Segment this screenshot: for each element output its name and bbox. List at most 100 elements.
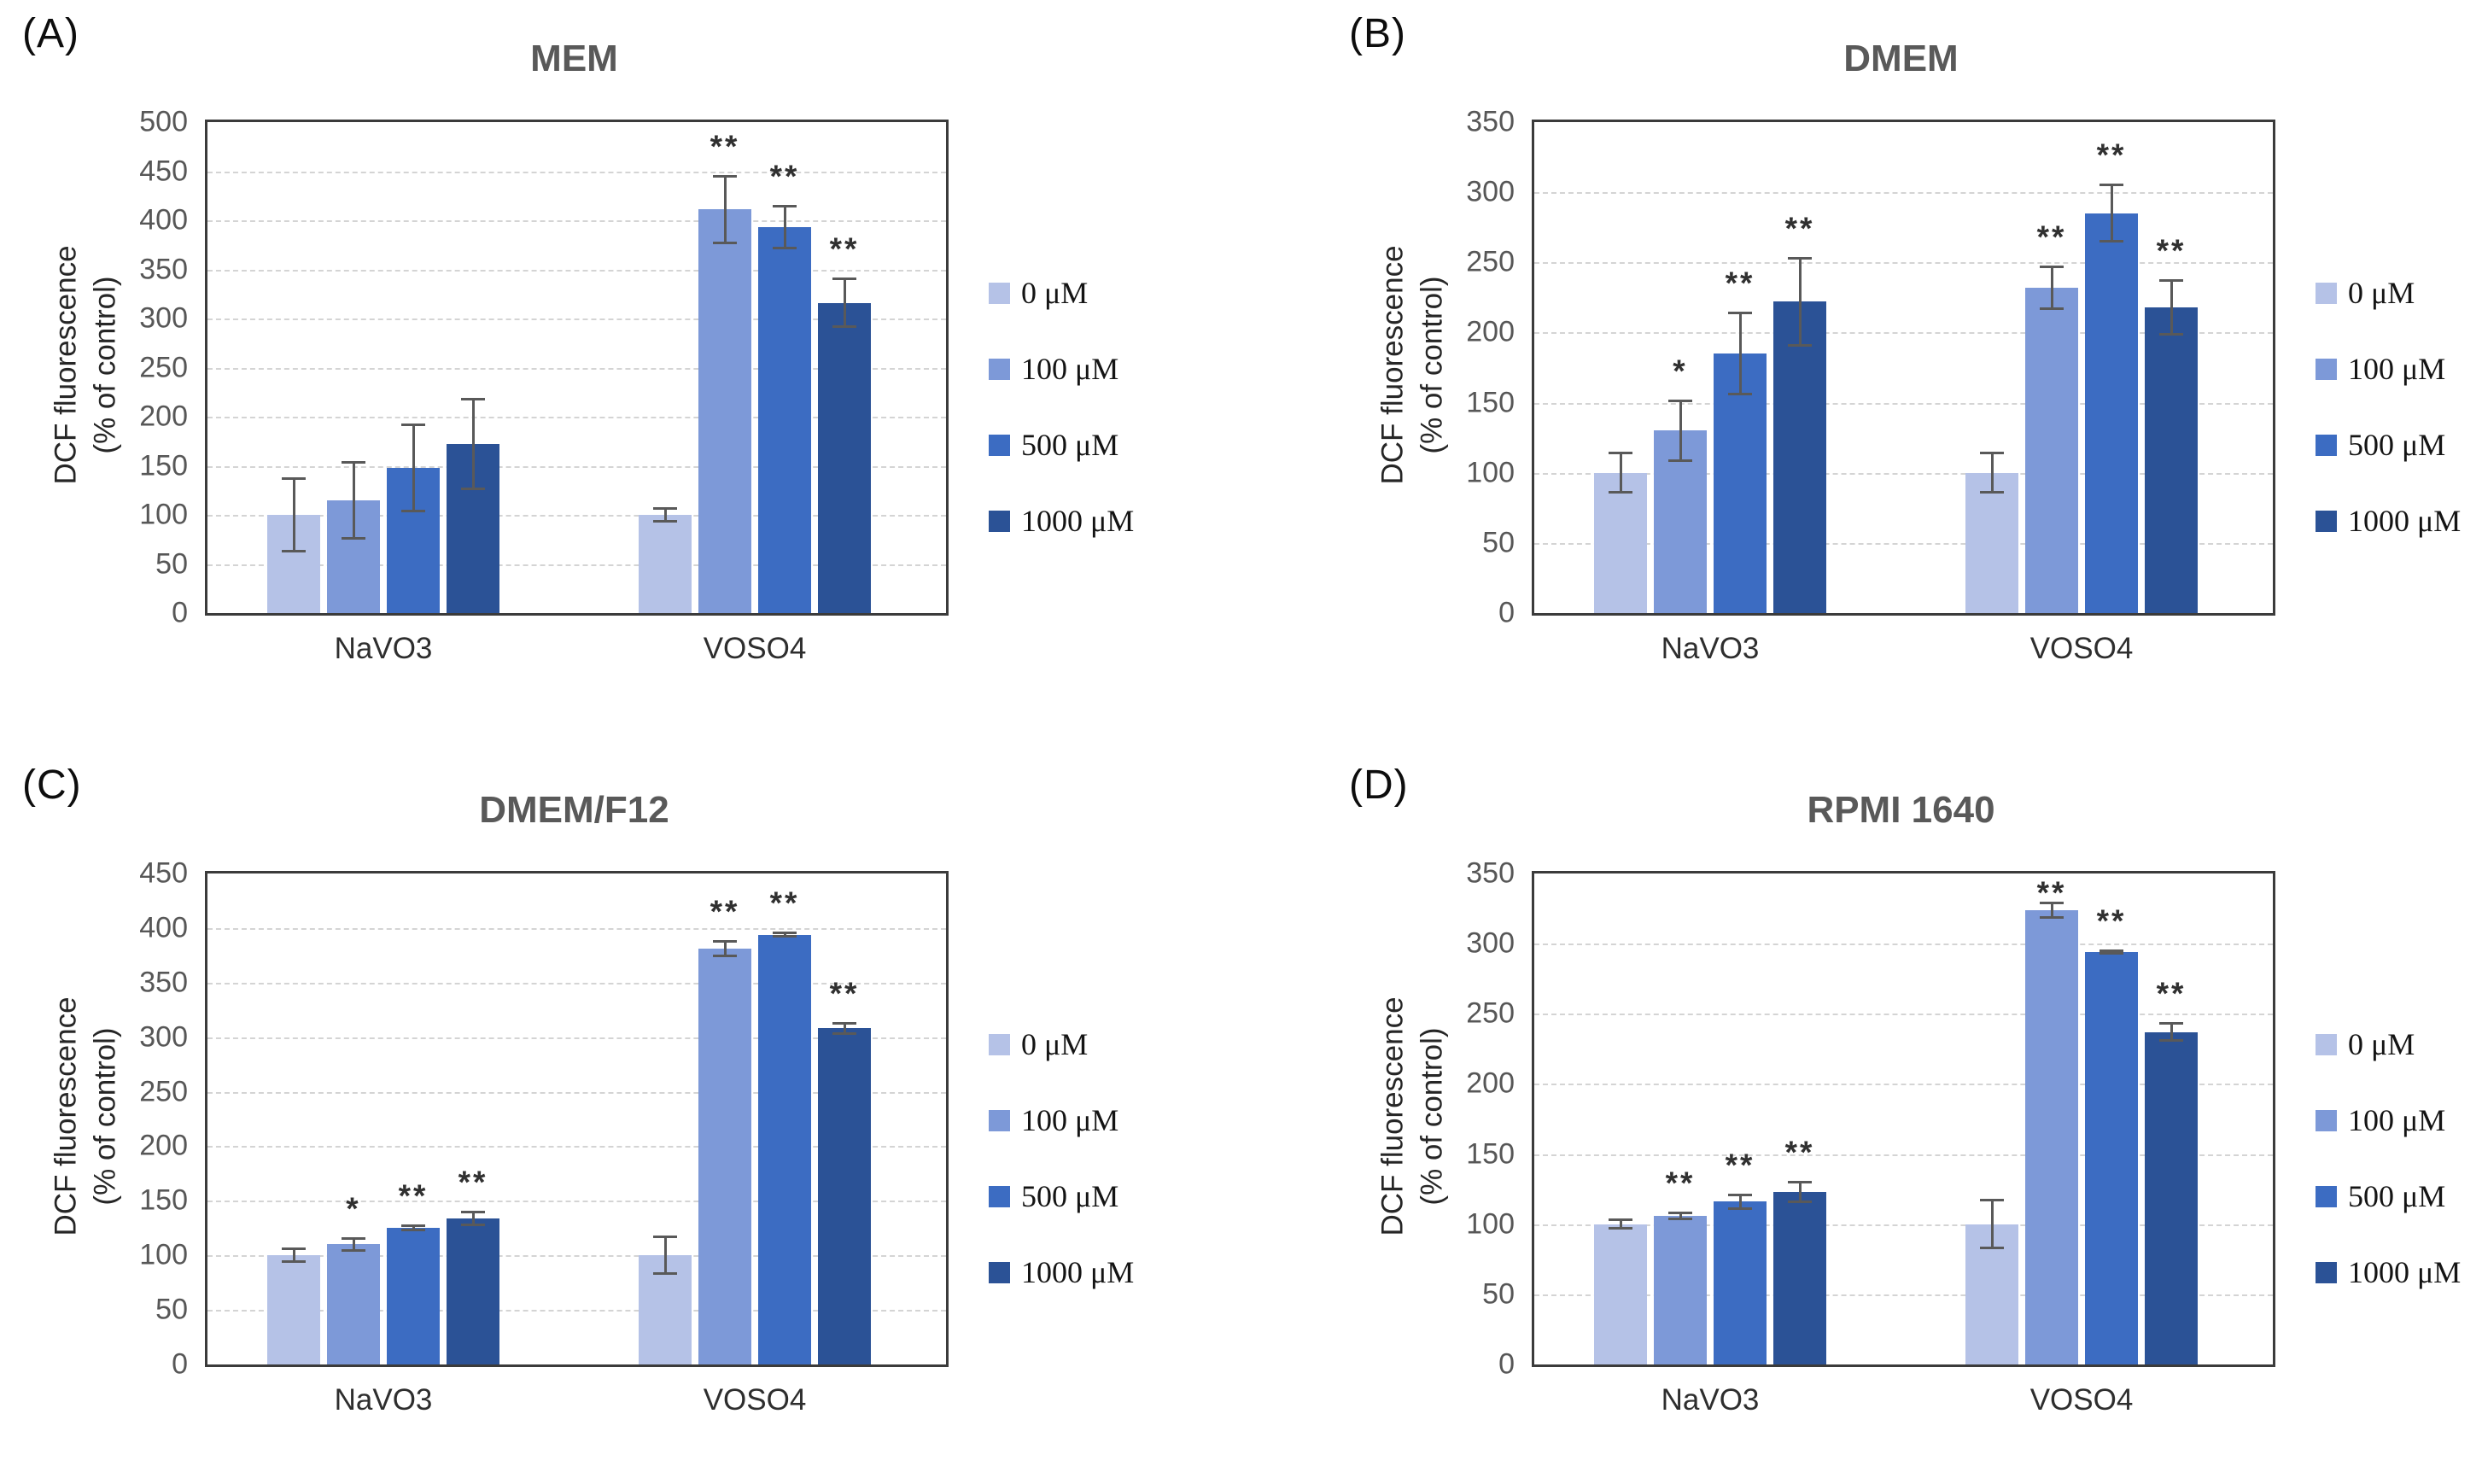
error-bar-line bbox=[1619, 452, 1622, 494]
legend-label: 1000 μM bbox=[1021, 1255, 1135, 1289]
y-tick-label: 400 bbox=[139, 203, 188, 237]
x-category-label: VOSO4 bbox=[703, 632, 807, 665]
legend-item: 0 μM bbox=[989, 275, 1134, 311]
gridline bbox=[1534, 1224, 2273, 1226]
y-tick-label: 350 bbox=[1466, 856, 1515, 890]
error-bar-cap-top bbox=[1668, 400, 1692, 403]
error-bar-cap-top bbox=[461, 398, 485, 401]
error-bar bbox=[401, 424, 425, 512]
legend-swatch bbox=[2316, 1261, 2337, 1283]
error-bar-line bbox=[412, 1224, 415, 1232]
error-bar-cap-top bbox=[401, 424, 425, 427]
error-bar-line bbox=[1798, 1180, 1802, 1204]
error-bar-line bbox=[471, 1210, 475, 1226]
legend-item: 500 μM bbox=[2316, 427, 2461, 463]
bar-500μM-VOSO4 bbox=[758, 934, 811, 1364]
error-bar-line bbox=[783, 204, 786, 250]
legend-label: 100 μM bbox=[2348, 1103, 2446, 1137]
error-bar bbox=[2099, 184, 2123, 243]
bar-500μM-VOSO4 bbox=[758, 227, 811, 613]
error-bar-line bbox=[1990, 452, 1994, 494]
error-bar-line bbox=[663, 506, 667, 523]
gridline bbox=[207, 927, 946, 930]
error-bar-cap-bottom bbox=[342, 1249, 365, 1253]
bar-0μM-NaVO3 bbox=[1594, 472, 1647, 613]
bar-1000μM-VOSO4 bbox=[818, 302, 871, 613]
error-bar-line bbox=[1738, 311, 1742, 396]
significance-label: ** bbox=[458, 1164, 488, 1200]
error-bar bbox=[282, 1247, 306, 1264]
legend-swatch bbox=[989, 1185, 1010, 1207]
error-bar-line bbox=[783, 931, 786, 938]
error-bar-cap-bottom bbox=[2159, 1039, 2183, 1043]
legend-label: 500 μM bbox=[2348, 428, 2446, 462]
y-axis-label-line2: (% of control) bbox=[1415, 276, 1449, 454]
error-bar-cap-bottom bbox=[1788, 343, 1812, 347]
gridline bbox=[1534, 332, 2273, 335]
legend-item: 500 μM bbox=[989, 427, 1134, 463]
x-category-label: NaVO3 bbox=[1661, 632, 1760, 665]
y-axis-label-line2: (% of control) bbox=[1415, 1027, 1449, 1206]
gridline bbox=[207, 1255, 946, 1258]
bar-100μM-NaVO3 bbox=[1654, 1215, 1707, 1364]
error-bar-line bbox=[1738, 1193, 1742, 1211]
legend-item: 500 μM bbox=[2316, 1178, 2461, 1214]
error-bar bbox=[1609, 1218, 1632, 1230]
gridline bbox=[207, 1037, 946, 1039]
error-bar-line bbox=[292, 1247, 295, 1264]
gridline bbox=[1534, 402, 2273, 405]
error-bar bbox=[1668, 400, 1692, 462]
gridline bbox=[1534, 944, 2273, 946]
error-bar-line bbox=[1619, 1218, 1622, 1230]
error-bar-cap-bottom bbox=[342, 536, 365, 540]
bar-1000μM-NaVO3 bbox=[447, 1218, 499, 1364]
bar-0μM-NaVO3 bbox=[267, 1255, 320, 1364]
x-category-label: NaVO3 bbox=[334, 632, 433, 665]
error-bar-line bbox=[412, 424, 415, 512]
error-bar-line bbox=[1990, 1199, 1994, 1250]
gridline bbox=[1534, 542, 2273, 545]
legend-swatch bbox=[989, 282, 1010, 304]
y-tick-label: 450 bbox=[139, 856, 188, 890]
y-tick-label: 100 bbox=[139, 1238, 188, 1271]
y-tick-label: 0 bbox=[1498, 1347, 1515, 1381]
bar-500μM-NaVO3 bbox=[1714, 353, 1767, 613]
x-category-label: VOSO4 bbox=[703, 1383, 807, 1417]
gridline bbox=[1534, 1154, 2273, 1156]
error-bar bbox=[342, 1236, 365, 1253]
y-axis-label-line1: DCF fluorescence bbox=[1375, 996, 1410, 1236]
error-bar-cap-bottom bbox=[1609, 491, 1632, 494]
error-bar-cap-top bbox=[1980, 1199, 2004, 1202]
significance-label: ** bbox=[1665, 1165, 1696, 1201]
error-bar bbox=[1728, 1193, 1752, 1211]
y-tick-label: 200 bbox=[1466, 315, 1515, 348]
y-tick-label: 400 bbox=[139, 911, 188, 944]
error-bar-cap-top bbox=[342, 460, 365, 464]
legend-item: 100 μM bbox=[2316, 1102, 2461, 1138]
error-bar bbox=[2040, 901, 2064, 919]
bar-100μM-VOSO4 bbox=[698, 209, 751, 613]
error-bar-line bbox=[1679, 1211, 1682, 1220]
error-bar-cap-bottom bbox=[282, 549, 306, 552]
error-bar-cap-top bbox=[1609, 452, 1632, 455]
error-bar-cap-top bbox=[2040, 265, 2064, 268]
error-bar bbox=[713, 175, 737, 244]
gridline bbox=[1534, 1084, 2273, 1086]
significance-label: ** bbox=[2036, 219, 2067, 254]
legend-item: 0 μM bbox=[2316, 1026, 2461, 1062]
error-bar-line bbox=[843, 1021, 846, 1036]
significance-label: ** bbox=[710, 129, 740, 165]
bar-500μM-VOSO4 bbox=[2085, 952, 2138, 1364]
significance-label: ** bbox=[2156, 233, 2187, 268]
legend-swatch bbox=[2316, 434, 2337, 456]
error-bar bbox=[2099, 949, 2123, 955]
significance-label: * bbox=[1673, 353, 1688, 389]
error-bar bbox=[832, 1021, 856, 1036]
error-bar bbox=[773, 931, 797, 938]
significance-label: ** bbox=[1725, 1147, 1755, 1183]
error-bar-line bbox=[1679, 400, 1682, 462]
panel-a: (A) MEM DCF fluorescence (% of control) … bbox=[0, 0, 1241, 733]
gridline bbox=[1534, 262, 2273, 265]
bar-500μM-NaVO3 bbox=[1714, 1201, 1767, 1364]
legend-swatch bbox=[2316, 510, 2337, 532]
